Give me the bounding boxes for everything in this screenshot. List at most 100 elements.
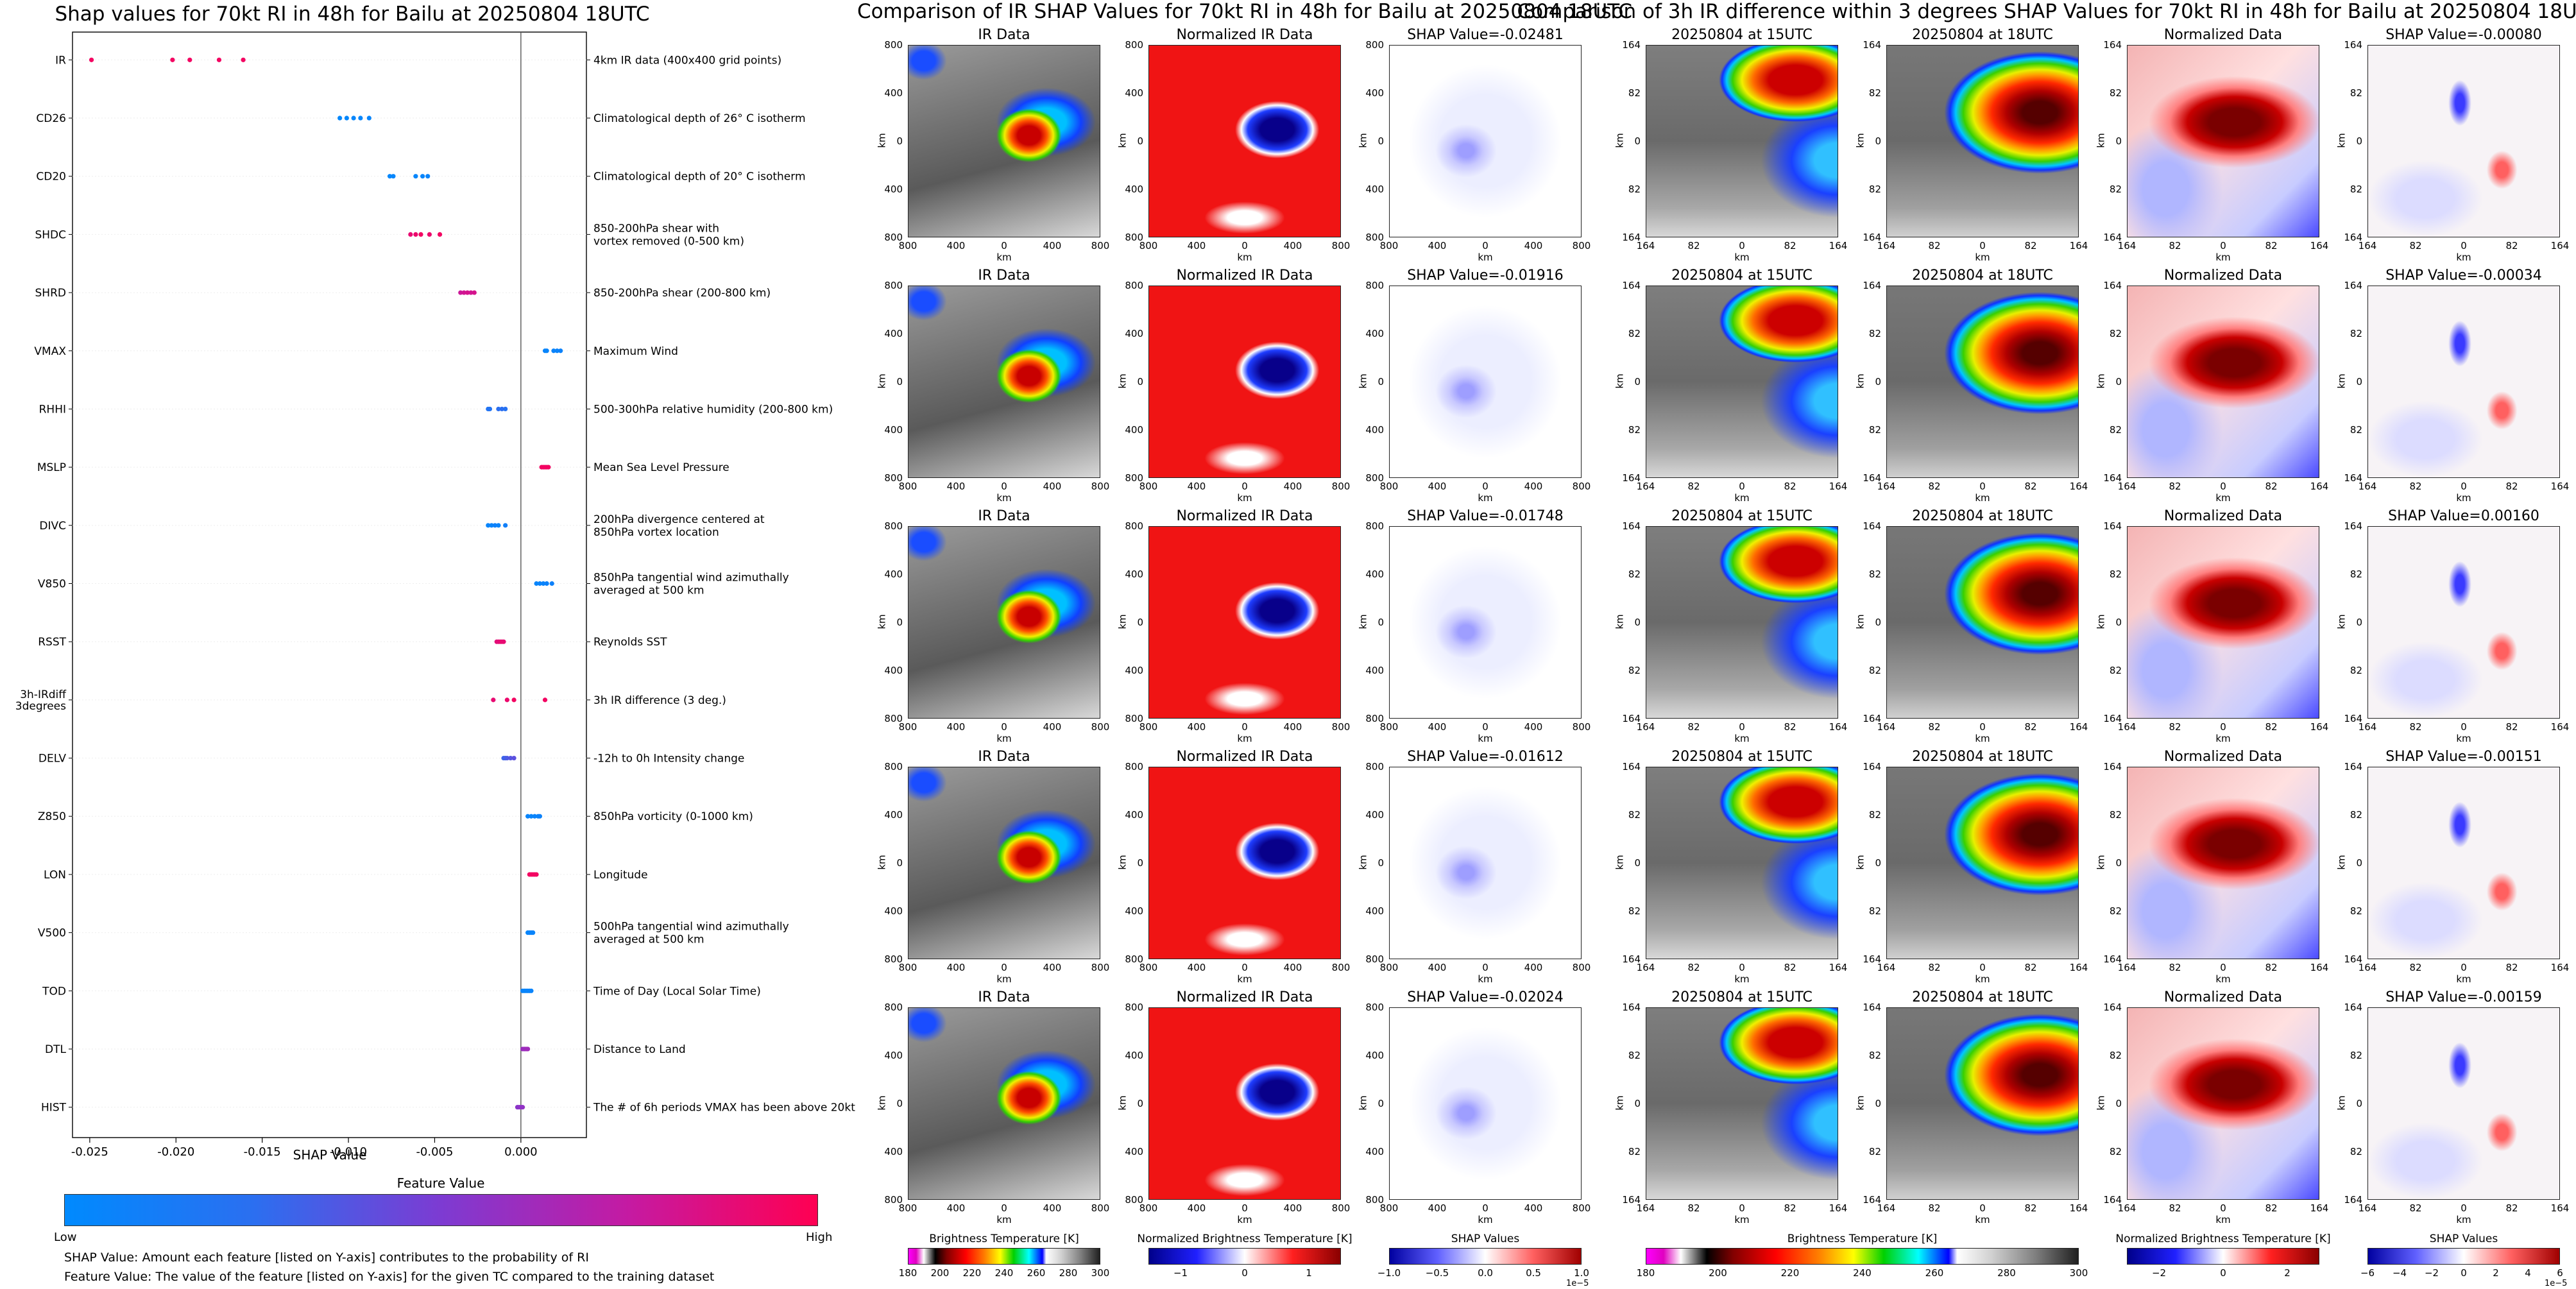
x-tick-label: -0.005 [416, 1145, 453, 1159]
y-tick-label: 82 [2350, 328, 2362, 339]
y-tick-label: 82 [2109, 328, 2122, 339]
x-axis-label: km [2215, 492, 2231, 504]
feature-name-label: CD26 [36, 112, 66, 125]
y-tick-label: 0 [896, 376, 903, 388]
x-axis-label: km [2456, 492, 2471, 504]
x-axis-label: km [1237, 492, 1252, 504]
y-tick-label: 164 [2344, 1002, 2362, 1013]
x-tick-label: 164 [1636, 240, 1655, 252]
x-tick-label: 400 [1043, 240, 1062, 252]
shap-point [511, 697, 516, 703]
feature-desc-label: averaged at 500 km [593, 585, 704, 597]
shap-point [487, 406, 493, 412]
colorbar-label: Brightness Temperature [K] [1787, 1233, 1938, 1245]
y-tick-label: 800 [884, 232, 903, 243]
x-axis-label: km [1237, 252, 1252, 263]
y-axis-label: km [876, 614, 888, 629]
y-tick-label: 800 [1365, 232, 1384, 243]
y-tick-label: 800 [1125, 1194, 1143, 1206]
y-axis-label: km [1854, 855, 1866, 870]
y-tick-label: 164 [1622, 1194, 1641, 1206]
panel-title: Normalized Data [2163, 268, 2283, 284]
x-tick-label: 82 [2409, 721, 2422, 733]
colorbar-tick-label: 280 [1059, 1267, 1078, 1279]
x-tick-label: 164 [2358, 721, 2377, 733]
y-tick-label: 164 [2344, 1194, 2362, 1206]
colorbar-tick-label: 6 [2557, 1267, 2563, 1279]
x-tick-label: 82 [1687, 1202, 1700, 1214]
y-tick-label: 82 [2350, 665, 2362, 676]
feature-desc-label: 850hPa vorticity (0-1000 km) [593, 810, 753, 823]
x-tick-label: 0 [2220, 721, 2226, 733]
panel-title: Normalized Data [2163, 27, 2283, 43]
x-tick-label: 82 [2505, 962, 2518, 973]
x-tick-label: 800 [898, 1202, 917, 1214]
shap-point [489, 523, 494, 528]
heatmap-panel [2127, 526, 2319, 719]
y-tick-label: 82 [2109, 184, 2122, 195]
y-tick-label: 0 [1875, 857, 1881, 869]
colorbar-tick-label: −6 [2360, 1267, 2375, 1279]
y-tick-label: 0 [1875, 617, 1881, 628]
x-tick-label: 164 [1829, 1202, 1848, 1214]
y-tick-label: 800 [884, 1194, 903, 1206]
x-tick-label: 800 [1139, 240, 1158, 252]
feature-value-note: Feature Value: The value of the feature … [64, 1270, 715, 1284]
colorbar-tick-label: 300 [2069, 1267, 2088, 1279]
x-tick-label: 82 [2265, 481, 2278, 492]
feature-desc-label: Time of Day (Local Solar Time) [593, 985, 761, 998]
y-tick-label: 0 [1378, 857, 1384, 869]
y-tick-label: 0 [2115, 376, 2122, 388]
x-tick-label: 800 [1331, 481, 1351, 492]
x-tick-label: 164 [2117, 240, 2137, 252]
panel-title: Normalized IR Data [1176, 749, 1313, 765]
x-axis-label: km [1478, 252, 1493, 263]
shap-axes-frame [72, 31, 587, 1138]
x-tick-label: 82 [2265, 721, 2278, 733]
y-axis-label: km [2335, 133, 2348, 148]
y-tick-label: 0 [1378, 376, 1384, 388]
feature-desc-label: Maximum Wind [593, 345, 678, 358]
x-axis-label: km [1975, 1214, 1990, 1225]
x-tick-label: 400 [1043, 962, 1062, 973]
x-tick-label: 800 [1572, 1202, 1591, 1214]
y-tick-label: 164 [1622, 520, 1641, 532]
colorbar-tick-label: 240 [1853, 1267, 1872, 1279]
shap-point [541, 581, 546, 586]
panel-title: 20250804 at 18UTC [1912, 989, 2053, 1005]
x-tick-label: 82 [2024, 962, 2037, 973]
y-tick-label: 82 [2350, 905, 2362, 917]
y-tick-label: 0 [1137, 1098, 1143, 1109]
y-tick-label: 400 [1125, 328, 1143, 339]
panel-title: SHAP Value=-0.00080 [2385, 27, 2542, 43]
irdiff-comparison-title: Comparison of 3h IR difference within 3 … [1517, 0, 2576, 23]
x-axis-label: km [1734, 252, 1750, 263]
y-tick-label: 164 [2344, 953, 2362, 965]
x-tick-label: 0 [1241, 481, 1248, 492]
x-tick-label: 164 [2069, 481, 2088, 492]
x-axis-label: km [2456, 733, 2471, 744]
y-tick-label: 400 [1125, 568, 1143, 580]
y-axis-label: km [876, 133, 888, 148]
y-tick-label: 82 [2109, 568, 2122, 580]
shap-point [534, 872, 539, 877]
y-tick-label: 164 [2344, 280, 2362, 291]
x-axis-label: km [1237, 973, 1252, 985]
x-tick-label: 82 [2169, 962, 2181, 973]
feature-desc-label: 850-200hPa shear with [593, 222, 719, 235]
y-tick-label: 82 [1628, 1146, 1641, 1157]
y-tick-label: 82 [2350, 1146, 2362, 1157]
y-tick-label: 82 [2350, 1050, 2362, 1061]
x-tick-label: 82 [1784, 962, 1796, 973]
y-tick-label: 0 [1378, 135, 1384, 147]
feature-desc-label: 3h IR difference (3 deg.) [593, 694, 726, 707]
shap-point [413, 174, 418, 179]
y-tick-label: 164 [1622, 953, 1641, 965]
x-tick-label: 0 [1482, 962, 1488, 973]
heatmap-panel [1389, 526, 1582, 719]
shap-point [408, 232, 413, 237]
y-tick-label: 800 [884, 280, 903, 291]
y-axis-label: km [2095, 133, 2107, 148]
x-tick-label: 0 [2461, 240, 2467, 252]
y-tick-label: 0 [2115, 857, 2122, 869]
